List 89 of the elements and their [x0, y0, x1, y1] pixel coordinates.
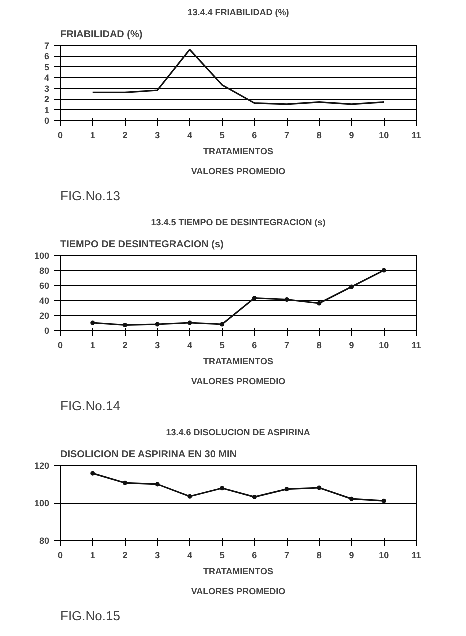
point	[350, 284, 354, 290]
x-tick-label: 8	[316, 550, 322, 560]
point	[317, 486, 322, 490]
point	[90, 320, 96, 326]
text: VALORES PROMEDIO	[191, 586, 286, 596]
x-tick-label: 10	[379, 130, 390, 140]
x-tick-label: 9	[349, 130, 354, 140]
y-tick-label: 6	[44, 52, 50, 62]
x-tick-label: 3	[155, 130, 160, 140]
x-tick-label: 2	[122, 550, 128, 560]
x-axis-title: TRATAMIENTOS	[204, 356, 274, 366]
x-tick-label: 6	[252, 130, 258, 140]
x-tick-label: 6	[252, 340, 258, 350]
y-tick-label: 20	[39, 311, 50, 321]
x-tick-label: 10	[379, 340, 390, 350]
point	[350, 496, 354, 502]
chart-subtitle: TIEMPO DE DESINTEGRACION (s)	[60, 240, 224, 250]
x-tick-label: 10	[379, 550, 390, 560]
y-tick-label: 2	[44, 94, 50, 105]
x-tick-label: 11	[412, 550, 422, 560]
point	[122, 480, 128, 486]
x-axis-title: TRATAMIENTOS	[204, 146, 274, 156]
x-tick-label: 9	[349, 340, 354, 350]
y-tick-label: 40	[39, 296, 50, 306]
y-tick-label: 3	[44, 84, 50, 94]
x-tick-label: 6	[252, 550, 258, 560]
x-tick-label: 9	[349, 550, 354, 560]
chart-title: 13.4.5 TIEMPO DE DESINTEGRACION (s)	[151, 218, 326, 228]
x-tick-label: 2	[122, 130, 128, 140]
x-tick-label: 4	[187, 130, 192, 140]
y-tick-label: 5	[44, 62, 50, 72]
x-tick-label: 11	[412, 130, 422, 140]
x-tick-label: 1	[90, 550, 96, 560]
point	[284, 487, 290, 492]
x-tick-label: 7	[284, 340, 290, 350]
point	[188, 320, 192, 326]
point	[252, 296, 257, 300]
x-axis-title: TRATAMIENTOS	[204, 566, 274, 576]
text: FIG.No.15	[60, 608, 120, 624]
y-tick-label: 80	[39, 266, 50, 276]
x-tick-label: 0	[58, 340, 64, 350]
point	[382, 498, 386, 504]
y-tick-label: 100	[34, 498, 50, 508]
text: FIG.No.14	[60, 398, 120, 414]
x-tick-label: 3	[155, 340, 160, 350]
x-tick-label: 5	[220, 550, 225, 560]
x-tick-label: 1	[90, 130, 96, 140]
text: FIG.No.13	[60, 188, 120, 204]
y-tick-label: 1	[44, 105, 50, 116]
x-tick-label: 0	[58, 130, 64, 140]
point	[284, 298, 290, 302]
text: VALORES PROMEDIO	[191, 166, 286, 176]
x-tick-label: 4	[187, 340, 192, 350]
point	[188, 494, 192, 499]
x-tick-label: 5	[220, 340, 225, 350]
text: VALORES PROMEDIO	[191, 376, 286, 386]
y-tick-label: 0	[44, 116, 50, 126]
point	[122, 323, 128, 328]
chart-title: 13.4.6 DISOLUCION DE ASPIRINA	[166, 428, 311, 438]
point	[220, 322, 225, 327]
point	[252, 494, 257, 500]
chart-subtitle: FRIABILIDAD (%)	[60, 30, 143, 40]
chart-title: 13.4.4 FRIABILIDAD (%)	[188, 8, 290, 18]
x-tick-label: 2	[122, 340, 128, 350]
point	[90, 471, 96, 476]
point	[155, 322, 160, 327]
x-tick-label: 11	[412, 340, 422, 350]
x-tick-label: 3	[155, 550, 160, 560]
chart-subtitle: DISOLICION DE ASPIRINA EN 30 MIN	[60, 450, 238, 460]
x-tick-label: 8	[316, 130, 322, 140]
x-tick-label: 1	[90, 340, 96, 350]
y-tick-label: 4	[44, 73, 50, 84]
line-series	[92, 48, 385, 106]
y-tick-label: 7	[44, 41, 50, 51]
x-tick-label: 0	[58, 550, 64, 560]
point	[382, 268, 386, 273]
point	[317, 301, 322, 306]
y-tick-label: 0	[44, 326, 50, 336]
x-tick-label: 7	[284, 130, 290, 140]
y-tick-label: 100	[34, 251, 50, 261]
x-tick-label: 8	[316, 340, 322, 350]
y-tick-label: 120	[34, 461, 50, 471]
point	[155, 482, 160, 487]
y-tick-label: 60	[39, 281, 50, 291]
point	[220, 486, 225, 491]
x-tick-label: 4	[187, 550, 192, 560]
y-tick-label: 80	[39, 536, 50, 546]
x-tick-label: 7	[284, 550, 290, 560]
x-tick-label: 5	[220, 130, 225, 140]
